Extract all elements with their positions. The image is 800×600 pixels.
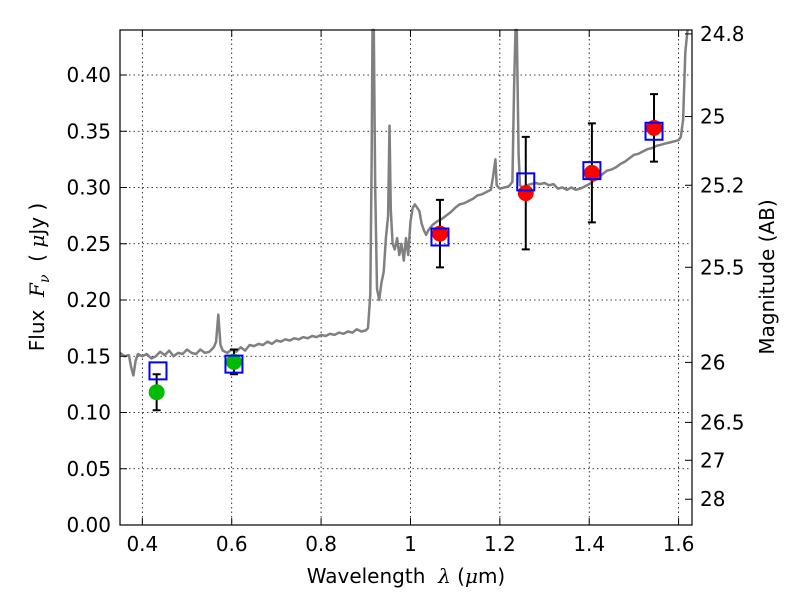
x-tick-label: 1.2: [484, 532, 516, 556]
y-tick-label: 0.00: [66, 513, 111, 537]
red-data-point: [431, 225, 448, 242]
red-data-point: [583, 164, 600, 181]
magnitude-tick-label: 26: [700, 350, 725, 374]
model-square: [644, 121, 664, 141]
y-tick-label: 0.40: [66, 63, 111, 87]
grid-lines: [120, 30, 692, 526]
magnitude-axis-ticks: 24.8 25 25.2 25.5 26 26.5 27 28: [685, 22, 745, 511]
spectrum-layer: [119, 28, 689, 377]
spectrum-line: [119, 28, 689, 377]
y-axis-title: Flux Fν ( μJy ): [25, 203, 53, 351]
magnitude-axis-title: Magnitude (AB): [755, 199, 779, 354]
magnitude-tick-label: 25.2: [700, 173, 745, 197]
magnitude-tick-label: 24.8: [700, 22, 745, 46]
plot-frame: [119, 29, 693, 526]
x-axis-title: Wavelength λ (μm): [307, 564, 506, 588]
model-square: [148, 361, 168, 381]
y-tick-label: 0.25: [66, 232, 111, 256]
magnitude-tick-label: 26.5: [700, 410, 745, 434]
y-tick-label: 0.30: [66, 176, 111, 200]
model-square: [224, 354, 244, 374]
green-data-point: [225, 353, 242, 370]
model-square-layer: [148, 121, 664, 381]
x-tick-label: 0.4: [126, 532, 158, 556]
magnitude-tick-label: 27: [700, 448, 725, 472]
x-tick-label: 1.4: [573, 532, 605, 556]
x-tick-label: 1: [404, 532, 417, 556]
y-tick-label: 0.05: [66, 457, 111, 481]
x-axis-ticks: 0.4 0.6 0.8 1 1.2 1.4 1.6: [126, 30, 695, 556]
x-tick-label: 0.8: [305, 532, 337, 556]
y-tick-label: 0.10: [66, 401, 111, 425]
point-layer: [148, 119, 663, 401]
y-axis-ticks: 0.00 0.05 0.10 0.15 0.20 0.25 0.30 0.35 0.40: [66, 63, 127, 537]
x-tick-label: 0.6: [216, 532, 248, 556]
magnitude-tick-label: 25.5: [700, 255, 745, 279]
red-data-point: [646, 119, 663, 136]
y-tick-label: 0.15: [66, 344, 111, 368]
y-tick-label: 0.35: [66, 119, 111, 143]
magnitude-tick-label: 28: [700, 487, 725, 511]
y-tick-label: 0.20: [66, 288, 111, 312]
model-square: [582, 161, 602, 181]
x-tick-label: 1.6: [663, 532, 695, 556]
magnitude-tick-label: 25: [700, 105, 725, 129]
green-data-point: [148, 384, 165, 401]
model-square: [430, 227, 450, 247]
red-data-point: [517, 185, 534, 202]
model-square: [516, 172, 536, 192]
